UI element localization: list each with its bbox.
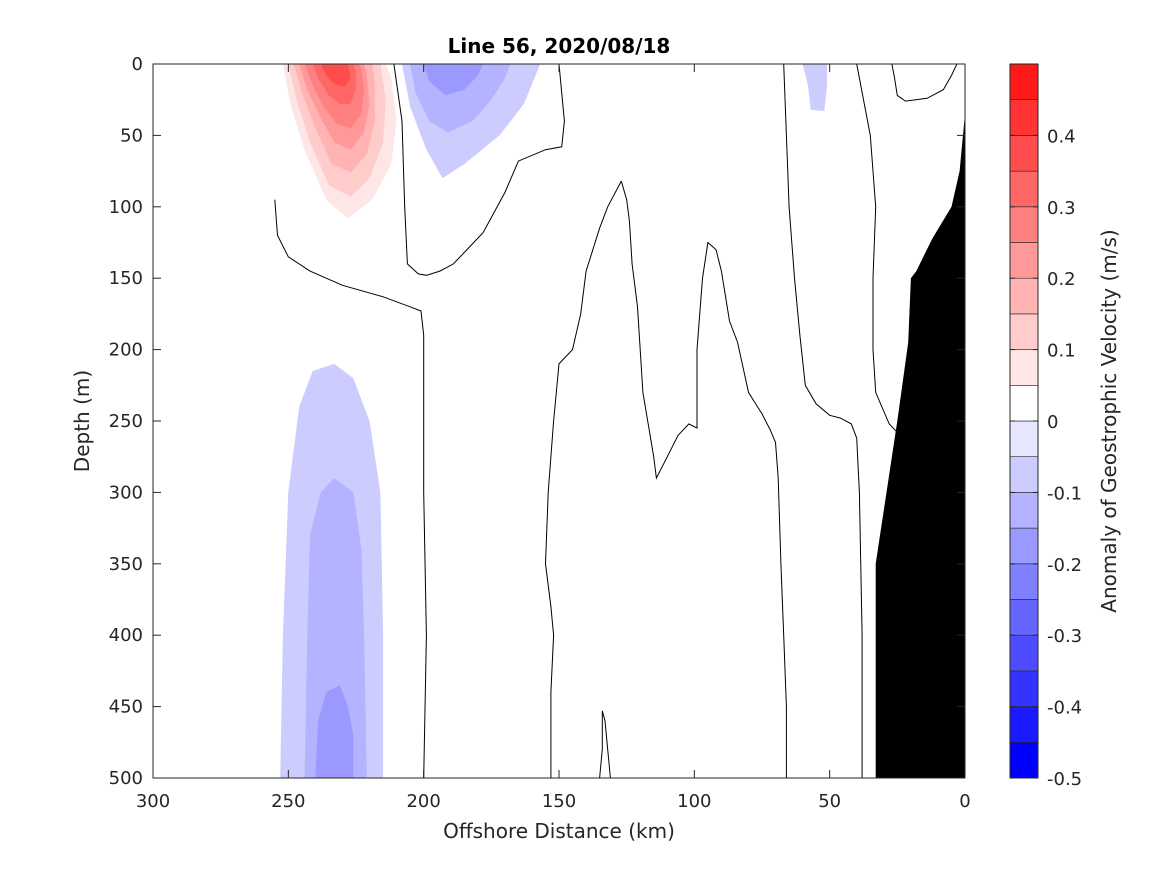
x-axis-label: Offshore Distance (km) (443, 819, 675, 843)
colorbar-tick-label: -0.4 (1047, 698, 1082, 719)
colorbar-tick-label: -0.3 (1047, 626, 1082, 647)
colorbar-tick-label: -0.1 (1047, 483, 1082, 504)
colorbar-tick-label: 0.1 (1047, 341, 1076, 362)
contour-fill-11 (659, 64, 727, 129)
x-tick-label: 50 (818, 791, 841, 812)
seafloor-mask-shape (875, 114, 965, 778)
x-tick-label: 100 (677, 791, 711, 812)
colorbar-segment (1009, 741, 1039, 779)
y-tick-label: 450 (109, 697, 143, 718)
colorbar-segment (1009, 170, 1039, 208)
colorbar-segment (1009, 63, 1039, 101)
y-axis-label: Depth (m) (70, 370, 94, 472)
colorbar-segment (1009, 456, 1039, 493)
colorbar-label: Anomaly of Geostrophic Velocity (m/s) (1097, 229, 1121, 612)
contour-fill-18 (837, 720, 854, 778)
y-tick-label: 200 (109, 340, 143, 361)
zero-contour-line-26 (856, 64, 901, 436)
colorbar-segment (1009, 563, 1039, 600)
colorbar-segment (1009, 634, 1039, 672)
colorbar-tick-label: 0 (1047, 412, 1058, 433)
colorbar-segment (1009, 384, 1039, 422)
zero-contour-line-21 (544, 180, 622, 778)
colorbar: -0.5 -0.4 -0.3 -0.2 -0.1 0 0.1 0.2 0.3 0.4 (1009, 63, 1082, 790)
y-tick-label: 150 (109, 268, 143, 289)
colorbar-segment (1009, 349, 1039, 386)
contour-fill-13 (802, 64, 827, 112)
contour-lines (274, 64, 958, 778)
y-tick-label: 350 (109, 554, 143, 575)
y-axis: 0 50 100 150 200 250 300 350 400 450 500 (109, 54, 965, 789)
x-tick-label: 0 (959, 791, 970, 812)
colorbar-segment (1009, 706, 1039, 743)
contour-fill-12 (713, 64, 754, 132)
contour-fill-14 (908, 99, 965, 239)
seafloor-mask (875, 114, 965, 778)
colorbar-segment (1009, 99, 1039, 136)
x-tick-label: 200 (406, 791, 440, 812)
contour-fill-7 (320, 64, 351, 87)
colorbar-segment (1009, 313, 1039, 350)
colorbar-tick-label: -0.2 (1047, 555, 1082, 576)
colorbar-segment (1009, 527, 1039, 565)
colorbar-segment (1009, 670, 1039, 707)
y-tick-label: 500 (109, 768, 143, 789)
x-axis: 300 250 200 150 100 50 0 (136, 64, 971, 812)
colorbar-segment (1009, 599, 1039, 636)
plot-background (153, 64, 965, 778)
y-tick-label: 400 (109, 625, 143, 646)
colorbar-tick-label: 0.3 (1047, 198, 1076, 219)
x-tick-label: 300 (136, 791, 170, 812)
y-tick-label: 300 (109, 482, 143, 503)
x-tick-label: 150 (542, 791, 576, 812)
contour-fill-17 (315, 685, 354, 778)
colorbar-segment (1009, 135, 1039, 172)
contour-fills (274, 64, 965, 778)
zero-contour-line-22 (620, 180, 787, 778)
zero-contour-line-23 (599, 710, 611, 778)
y-tick-label: 0 (132, 54, 143, 75)
y-tick-label: 50 (120, 125, 143, 146)
colorbar-segment (1009, 242, 1039, 279)
colorbar-tick-label: -0.5 (1047, 769, 1082, 790)
colorbar-segment (1009, 420, 1039, 458)
colorbar-tick-label: 0.2 (1047, 269, 1076, 290)
x-tick-label: 250 (271, 791, 305, 812)
contour-fill-16 (304, 478, 367, 778)
colorbar-tick-label: 0.4 (1047, 126, 1076, 147)
zero-contour-line-19 (274, 199, 427, 778)
zero-contour-line-20 (393, 64, 565, 276)
zero-contour-line-25 (891, 64, 958, 102)
colorbar-segment (1009, 492, 1039, 529)
contour-fill-10 (423, 64, 484, 96)
chart-title: Line 56, 2020/08/18 (448, 34, 671, 58)
colorbar-segment (1009, 277, 1039, 315)
y-tick-label: 100 (109, 197, 143, 218)
zero-contour-line-24 (783, 64, 863, 778)
y-tick-label: 250 (109, 411, 143, 432)
colorbar-segment (1009, 206, 1039, 243)
